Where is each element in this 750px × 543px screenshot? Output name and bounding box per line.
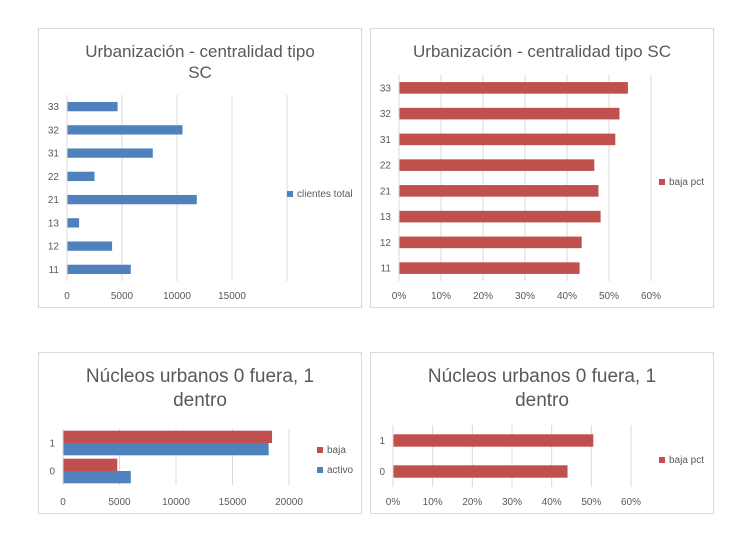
- bar: [67, 125, 183, 135]
- x-tick-label: 60%: [641, 291, 661, 302]
- legend-swatch: [287, 191, 293, 197]
- legend-label: baja pct: [669, 455, 704, 466]
- y-tick-label: 32: [380, 109, 392, 120]
- y-tick-label: 1: [49, 439, 55, 450]
- legend-swatch: [317, 447, 323, 453]
- x-tick-label: 10%: [431, 291, 451, 302]
- bar: [399, 210, 601, 223]
- chart-svg-4: 0% 10% 20% 30% 40% 50% 60% 0 1 baja pct: [379, 425, 704, 508]
- chart-svg-2: 0% 10% 20% 30% 40% 50% 60% 11 12 13 21 22 31 32 33 baja…: [380, 75, 704, 302]
- legend-label: clientes total: [297, 189, 353, 200]
- x-tick-label: 50%: [581, 497, 601, 508]
- bar: [67, 241, 113, 251]
- legend-swatch: [659, 179, 665, 185]
- y-tick-label: 11: [49, 265, 60, 276]
- x-tick-label: 15000: [219, 497, 247, 508]
- bar: [67, 101, 118, 112]
- bar: [399, 236, 582, 249]
- y-tick-label: 22: [380, 161, 392, 172]
- y-tick-label: 33: [380, 83, 392, 94]
- bar: [63, 430, 273, 443]
- bar: [399, 133, 616, 146]
- bar: [399, 159, 595, 171]
- x-tick-label: 40%: [542, 497, 562, 508]
- chart-panel-2: Urbanización - centralidad tipo SC 0% 10%…: [370, 28, 714, 308]
- y-tick-label: 12: [48, 242, 60, 253]
- bar: [67, 264, 131, 275]
- chart-svg-3: 0 5000 10000 15000 20000 0 1 baja activo: [49, 429, 354, 508]
- x-tick-label: 10000: [163, 291, 191, 302]
- y-tick-label: 33: [48, 102, 60, 113]
- bar: [63, 443, 269, 456]
- bar: [393, 434, 594, 447]
- x-tick-label: 20%: [462, 497, 482, 508]
- y-tick-label: 31: [380, 135, 392, 146]
- bar: [67, 171, 95, 182]
- x-tick-label: 0%: [386, 497, 401, 508]
- bar: [67, 218, 80, 228]
- chart-svg-1: 0 5000 10000 15000 11 12 13 21 22 31 32 33 clientes …: [48, 95, 353, 302]
- x-tick-label: 5000: [108, 497, 131, 508]
- bar: [399, 107, 620, 120]
- legend-label: activo: [327, 465, 354, 476]
- chart-panel-1: Urbanización - centralidad tipo SC 0 5000…: [38, 28, 362, 308]
- x-tick-label: 0%: [392, 291, 407, 302]
- chart-title: Núcleos urbanos 0 fuera, 1 dentro: [427, 366, 657, 411]
- bar: [399, 185, 599, 197]
- y-tick-label: 21: [380, 186, 392, 197]
- bar: [393, 465, 568, 478]
- chart-title: Núcleos urbanos 0 fuera, 1 dentro: [85, 366, 315, 411]
- x-tick-label: 0: [60, 497, 66, 508]
- y-tick-label: 0: [379, 467, 385, 478]
- bar: [63, 471, 131, 484]
- x-tick-label: 10000: [162, 497, 190, 508]
- chart-title: Urbanización - centralidad tipo SC: [85, 42, 315, 83]
- bar: [63, 458, 118, 471]
- x-tick-label: 20000: [275, 497, 303, 508]
- bar: [67, 148, 153, 158]
- bar: [67, 194, 197, 205]
- y-tick-label: 13: [48, 218, 60, 229]
- chart-panel-3: Núcleos urbanos 0 fuera, 1 dentro 0 5000 1…: [38, 352, 362, 514]
- y-tick-label: 32: [48, 125, 60, 136]
- x-tick-label: 50%: [599, 291, 619, 302]
- x-tick-label: 40%: [557, 291, 577, 302]
- y-tick-label: 1: [379, 436, 385, 447]
- legend-label: baja: [327, 445, 346, 456]
- x-tick-label: 20%: [473, 291, 493, 302]
- x-tick-label: 10%: [423, 497, 443, 508]
- chart-title: Urbanización - centralidad tipo SC: [413, 42, 671, 61]
- x-tick-label: 30%: [515, 291, 535, 302]
- legend-swatch: [659, 457, 665, 463]
- bar: [399, 82, 628, 94]
- y-tick-label: 11: [381, 264, 392, 275]
- y-tick-label: 22: [48, 172, 60, 183]
- legend-swatch: [317, 467, 323, 473]
- y-tick-label: 12: [380, 238, 392, 249]
- chart-panel-4: Núcleos urbanos 0 fuera, 1 dentro 0% 10% 2…: [370, 352, 714, 514]
- x-tick-label: 30%: [502, 497, 522, 508]
- y-tick-label: 31: [48, 149, 60, 160]
- y-tick-label: 21: [48, 195, 60, 206]
- x-tick-label: 15000: [218, 291, 246, 302]
- y-tick-label: 0: [49, 467, 55, 478]
- y-tick-label: 13: [380, 212, 392, 223]
- x-tick-label: 5000: [111, 291, 134, 302]
- legend-label: baja pct: [669, 177, 704, 188]
- bar: [399, 262, 580, 274]
- x-tick-label: 60%: [621, 497, 641, 508]
- x-tick-label: 0: [64, 291, 70, 302]
